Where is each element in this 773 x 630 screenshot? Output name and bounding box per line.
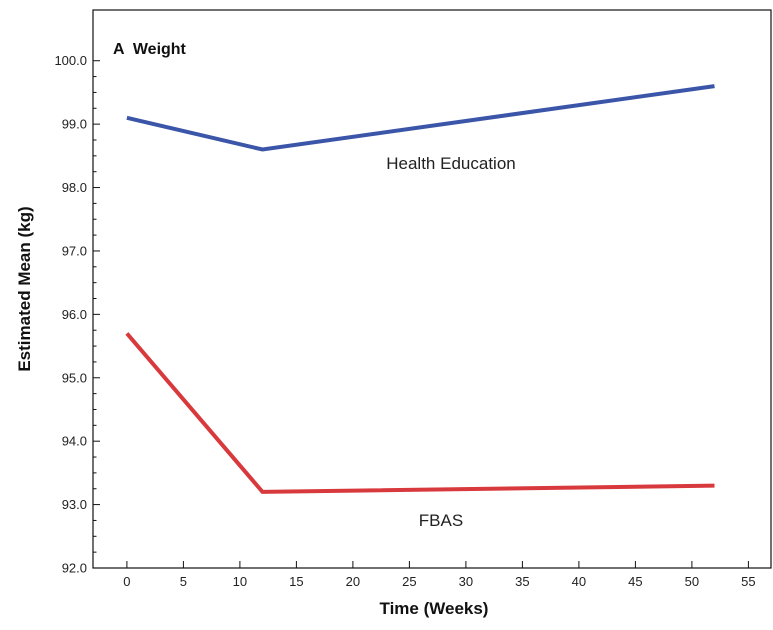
x-tick-label: 55 [741, 574, 755, 589]
y-tick-label: 92.0 [62, 561, 87, 576]
x-tick-label: 0 [123, 574, 130, 589]
x-tick-label: 15 [289, 574, 303, 589]
panel-title: A Weight [113, 41, 187, 58]
y-axis-ticks: 92.0 93.0 94.0 95.0 96.0 97.0 98.0 99.0 100.0 [54, 53, 100, 576]
x-tick-label: 25 [402, 574, 416, 589]
y-tick-label: 96.0 [62, 307, 87, 322]
series-label-health-education: Health Education [386, 154, 515, 173]
x-tick-label: 45 [628, 574, 642, 589]
series-label-fbas: FBAS [419, 511, 463, 530]
x-tick-label: 40 [572, 574, 586, 589]
y-tick-label: 95.0 [62, 370, 87, 385]
x-tick-label: 10 [233, 574, 247, 589]
y-tick-label: 100.0 [54, 53, 87, 68]
x-tick-label: 20 [346, 574, 360, 589]
series-layer [125, 84, 715, 494]
x-tick-label: 50 [685, 574, 699, 589]
y-axis-title: Estimated Mean (kg) [15, 206, 34, 371]
y-tick-label: 93.0 [62, 497, 87, 512]
x-tick-label: 5 [180, 574, 187, 589]
x-axis-title: Time (Weeks) [380, 599, 489, 618]
plot-frame [92, 9, 772, 569]
x-tick-label: 30 [459, 574, 473, 589]
y-tick-label: 98.0 [62, 180, 87, 195]
series-line-health-education [126, 84, 715, 152]
y-tick-label: 99.0 [62, 117, 87, 132]
y-tick-label: 97.0 [62, 243, 87, 258]
x-tick-label: 35 [515, 574, 529, 589]
series-line-fbas [125, 332, 715, 494]
y-tick-label: 94.0 [62, 434, 87, 449]
x-axis-ticks: 0 5 10 15 20 25 30 35 40 45 50 55 [123, 561, 756, 589]
